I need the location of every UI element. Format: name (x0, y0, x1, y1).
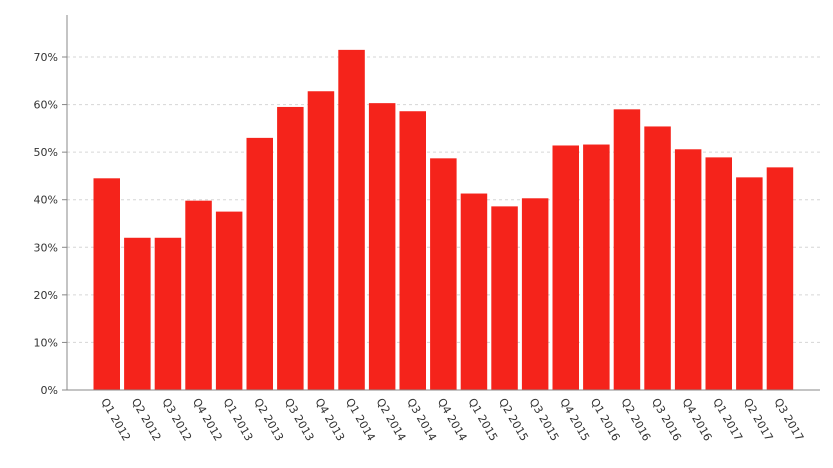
x-tick-label: Q4 2013 (312, 396, 347, 443)
bar (246, 137, 273, 390)
bars (93, 49, 794, 390)
y-tick-label: 10% (34, 336, 58, 349)
x-tick-label: Q1 2013 (221, 396, 256, 443)
bar (491, 206, 518, 390)
bar (705, 157, 732, 390)
x-tick-label: Q3 2017 (771, 396, 806, 443)
bar (338, 49, 365, 390)
bar (430, 158, 457, 390)
bar (674, 149, 702, 390)
bar (766, 167, 794, 390)
y-tick-label: 20% (34, 289, 58, 302)
x-tick-label: Q1 2015 (465, 396, 500, 443)
x-tick-label: Q2 2016 (618, 396, 653, 443)
x-tick-label: Q3 2015 (527, 396, 562, 443)
bar (613, 109, 641, 390)
bar (215, 211, 243, 390)
x-tick-label: Q2 2015 (496, 396, 531, 443)
bar (124, 237, 151, 390)
y-tick-label: 70% (34, 51, 58, 64)
y-tick-label: 60% (34, 99, 58, 112)
y-tick-label: 30% (34, 241, 58, 254)
bar (644, 126, 671, 390)
y-axis-ticks: 0% 10% 20% 30% 40% 50% 60% 70% (34, 51, 67, 397)
x-tick-label: Q4 2016 (680, 396, 715, 443)
x-tick-label: Q3 2012 (159, 396, 194, 443)
x-tick-label: Q2 2014 (374, 396, 409, 443)
bar (154, 237, 182, 390)
x-tick-label: Q1 2012 (98, 396, 133, 443)
bar (460, 193, 488, 390)
x-tick-label: Q1 2016 (588, 396, 623, 443)
bar (736, 177, 763, 390)
x-tick-label: Q4 2015 (557, 396, 592, 443)
x-tick-label: Q3 2013 (282, 396, 317, 443)
x-tick-label: Q4 2014 (435, 396, 470, 443)
y-tick-label: 0% (41, 384, 58, 397)
bar (185, 200, 212, 390)
x-tick-label: Q2 2013 (251, 396, 286, 443)
y-tick-label: 50% (34, 146, 58, 159)
x-tick-label: Q1 2017 (710, 396, 745, 443)
y-tick-label: 40% (34, 194, 58, 207)
bar (277, 106, 304, 390)
x-tick-label: Q3 2014 (404, 396, 439, 443)
x-tick-label: Q4 2012 (190, 396, 225, 443)
bar (368, 103, 396, 390)
bar (307, 91, 335, 390)
x-tick-label: Q3 2016 (649, 396, 684, 443)
x-tick-label: Q1 2014 (343, 396, 378, 443)
bar (399, 111, 426, 390)
x-tick-label: Q2 2012 (129, 396, 164, 443)
bar (521, 198, 549, 390)
bar (552, 145, 579, 390)
x-tick-label: Q2 2017 (741, 396, 776, 443)
bar (583, 144, 610, 390)
bar (93, 178, 120, 390)
